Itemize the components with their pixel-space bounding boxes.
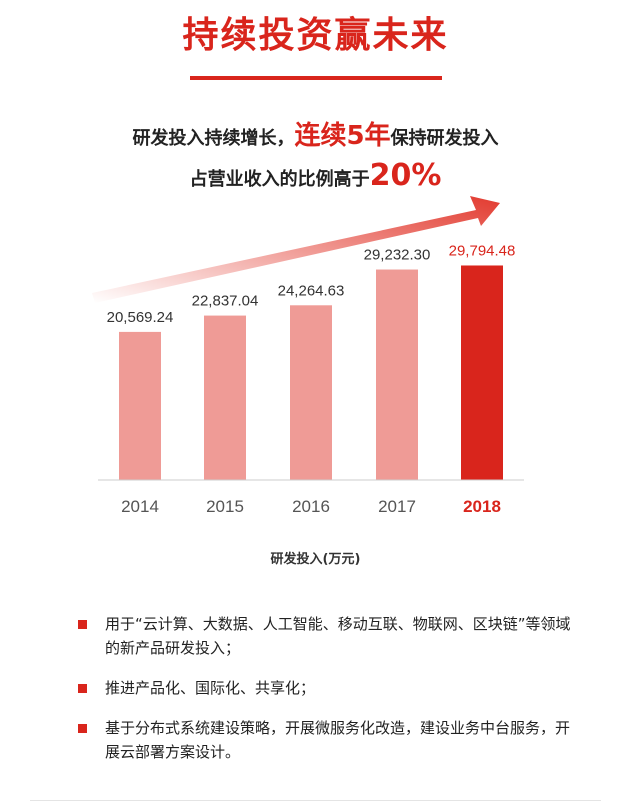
tick-label-2015: 2015 — [206, 497, 244, 516]
tick-label-2014: 2014 — [121, 497, 159, 516]
subtitle-line-1-post: 保持研发投入 — [390, 128, 499, 149]
bar-2018 — [461, 265, 503, 480]
bar-2014 — [119, 331, 161, 480]
title-underline — [190, 76, 442, 80]
bullet-item: 基于分布式系统建设策略，开展微服务化改造，建设业务中台服务，开展云部署方案设计。 — [78, 716, 578, 764]
bullet-text: 推进产品化、国际化、共享化； — [105, 679, 316, 697]
page-title: 持续投资赢未来 — [182, 15, 449, 56]
subtitle-line-2-emphasis: 20% — [369, 158, 442, 193]
bottom-divider — [30, 800, 601, 801]
bar-2016 — [290, 305, 332, 480]
subtitle-line-2: 占营业收入的比例高于20% — [0, 158, 631, 193]
bar-2017 — [376, 269, 418, 480]
subtitle-line-1-pre: 研发投入持续增长， — [132, 128, 295, 149]
subtitle-line-1: 研发投入持续增长，连续5年保持研发投入 — [0, 115, 631, 152]
tick-label-2017: 2017 — [378, 497, 416, 516]
bullet-square-icon — [78, 620, 87, 629]
bullet-square-icon — [78, 724, 87, 733]
bar-2015 — [204, 315, 246, 480]
bullet-text: 基于分布式系统建设策略，开展微服务化改造，建设业务中台服务，开展云部署方案设计。 — [105, 719, 571, 761]
subtitle-line-2-pre: 占营业收入的比例高于 — [189, 169, 370, 190]
data-label-2016: 24,264.63 — [278, 282, 345, 299]
data-label-2014: 20,569.24 — [107, 309, 174, 326]
data-label-2017: 29,232.30 — [364, 247, 431, 264]
bullet-text: 用于“云计算、大数据、人工智能、移动互联、物联网、区块链”等领域的新产品研发投入… — [105, 615, 571, 657]
data-label-2018: 29,794.48 — [449, 242, 516, 259]
bullet-square-icon — [78, 684, 87, 693]
x-axis-label: 研发投入(万元) — [270, 552, 361, 567]
trend-arrow-icon — [92, 196, 500, 303]
bullet-item: 推进产品化、国际化、共享化； — [78, 676, 578, 700]
data-label-2015: 22,837.04 — [192, 293, 259, 310]
tick-label-2016: 2016 — [292, 497, 330, 516]
bar-chart: 20,569.24 2014 22,837.04 2015 24,264.63 2016 2… — [92, 196, 524, 516]
tick-label-2018: 2018 — [463, 497, 501, 516]
bullet-list: 用于“云计算、大数据、人工智能、移动互联、物联网、区块链”等领域的新产品研发投入… — [78, 612, 578, 780]
bullet-item: 用于“云计算、大数据、人工智能、移动互联、物联网、区块链”等领域的新产品研发投入… — [78, 612, 578, 660]
subtitle-line-1-emphasis: 连续5年 — [294, 121, 391, 151]
